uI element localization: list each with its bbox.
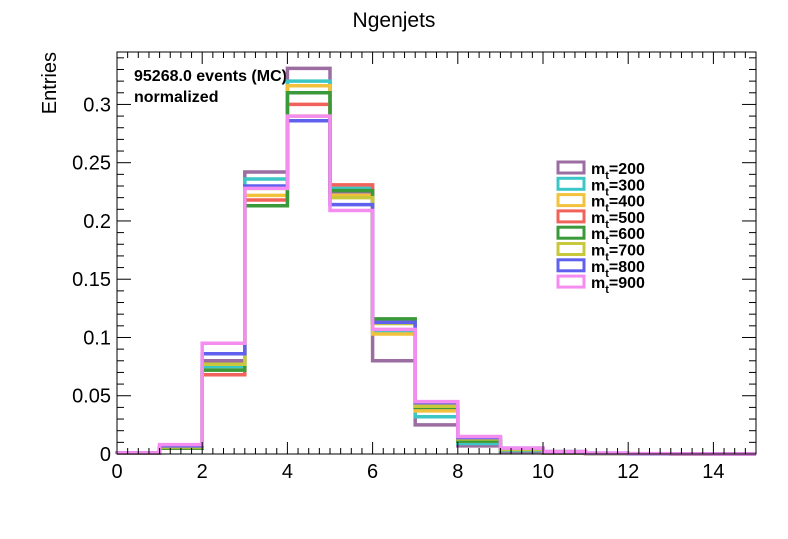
chart-title: Ngenjets — [353, 9, 436, 32]
legend-swatch-3 — [556, 209, 586, 224]
y-tick-label: 0 — [100, 444, 111, 466]
annotation-events: 95268.0 events (MC) — [134, 68, 287, 85]
x-tick-label: 14 — [702, 461, 724, 483]
series-line-1 — [115, 79, 756, 456]
legend-label-0: mt=200 — [591, 161, 645, 182]
legend-label-3: mt=500 — [591, 210, 645, 231]
legend-swatch-4 — [556, 225, 586, 240]
y-axis-title: Entries — [39, 52, 61, 114]
y-tick-label: 0.05 — [72, 386, 111, 408]
legend-label-5: mt=700 — [591, 243, 645, 264]
legend-swatch-7 — [556, 274, 586, 289]
legend-label-6: mt=800 — [591, 259, 645, 280]
legend-swatch-6 — [556, 258, 586, 273]
legend-label-1: mt=300 — [591, 177, 645, 198]
legend-label-7: mt=900 — [591, 275, 645, 296]
x-tick-label: 8 — [452, 461, 463, 483]
series-line-6 — [115, 118, 756, 456]
x-tick-label: 4 — [282, 461, 293, 483]
x-tick-label: 6 — [367, 461, 378, 483]
plot-frame — [116, 51, 757, 455]
axes-layer: 0 2 4 6 8 10 12 14 0 0.05 0.1 0.15 0.2 0.25 0.3 — [72, 51, 757, 483]
legend-swatch-2 — [556, 193, 586, 208]
y-tick-label: 0.2 — [83, 211, 111, 233]
legend-label-4: mt=600 — [591, 226, 645, 247]
series-layer — [115, 66, 756, 456]
legend-label-2: mt=400 — [591, 194, 645, 215]
series-line-0 — [115, 66, 756, 456]
legend: mt=200mt=300mt=400mt=500mt=600mt=700mt=8… — [556, 160, 645, 296]
legend-swatch-0 — [556, 160, 586, 175]
y-tick-label: 0.3 — [83, 94, 111, 116]
legend-swatch-1 — [556, 176, 586, 191]
x-tick-label: 2 — [197, 461, 208, 483]
legend-swatch-5 — [556, 242, 586, 256]
y-tick-label: 0.1 — [83, 327, 111, 349]
y-tick-label: 0.25 — [72, 153, 111, 175]
series-line-7 — [115, 114, 756, 456]
annotation-normalized: normalized — [134, 89, 218, 106]
x-tick-label: 10 — [532, 461, 554, 483]
x-tick-label: 0 — [111, 461, 122, 483]
series-line-2 — [115, 84, 756, 456]
y-tick-label: 0.15 — [72, 269, 111, 291]
x-tick-label: 12 — [617, 461, 639, 483]
